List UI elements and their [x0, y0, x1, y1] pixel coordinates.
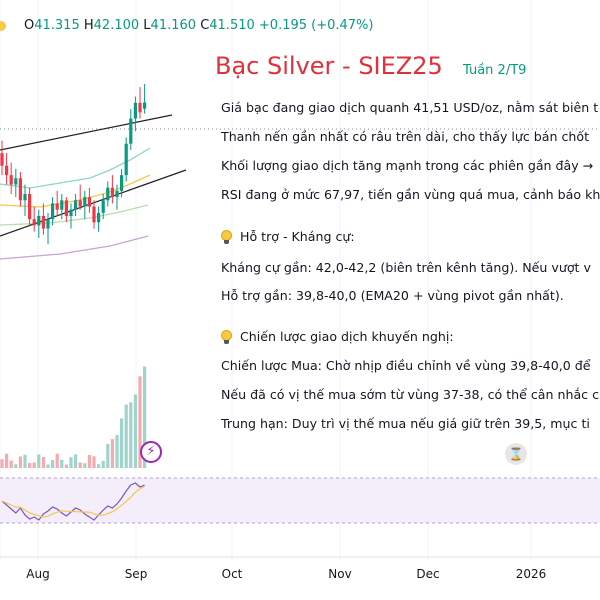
candlestick-series	[0, 84, 147, 245]
volume-bar	[0, 459, 4, 468]
candle-body	[97, 212, 101, 223]
symbol-status-icon	[0, 20, 6, 31]
volume-bar	[97, 464, 101, 468]
candle-body	[23, 194, 27, 201]
candle-body	[14, 178, 18, 185]
ema-mid-line	[0, 174, 151, 208]
volume-bar	[115, 434, 119, 468]
x-axis: Aug Sep Oct Nov Dec 2026	[0, 556, 600, 581]
close-value: 41.510	[209, 18, 255, 33]
open-label: O	[24, 18, 35, 33]
volume-bar	[124, 404, 128, 468]
candle-body	[69, 209, 73, 216]
volume-bar	[143, 366, 147, 468]
candle-body	[120, 175, 124, 191]
candle-body	[92, 206, 96, 223]
volume-bar	[101, 460, 105, 468]
volume-bar	[110, 439, 114, 468]
volume-bars	[0, 366, 147, 468]
candle-body	[64, 200, 68, 216]
low-value: 41.160	[150, 18, 197, 33]
candle-body	[74, 200, 78, 210]
x-tick-label: Nov	[328, 567, 351, 581]
candle-body	[5, 165, 9, 176]
lightning-bolt-icon[interactable]: ⚡	[140, 441, 162, 463]
volume-bar	[92, 456, 96, 468]
volume-bar	[129, 402, 133, 468]
open-value: 41.315	[34, 18, 80, 33]
high-label: H	[83, 18, 94, 33]
candle-body	[46, 219, 50, 229]
volume-bar	[37, 454, 41, 468]
volume-bar	[106, 443, 110, 468]
candle-body	[0, 153, 4, 166]
candle-body	[9, 175, 13, 185]
candle-body	[143, 102, 147, 109]
candle-body	[83, 197, 87, 207]
trend-channel	[0, 114, 187, 237]
candle-body	[18, 178, 22, 201]
rsi-panel	[0, 477, 600, 524]
rsi-ma-line	[1, 485, 145, 518]
x-tick-label: Sep	[125, 567, 148, 581]
chart-grid	[0, 0, 532, 560]
volume-bar	[5, 453, 9, 468]
candle-body	[32, 219, 36, 226]
candle-body	[101, 200, 105, 213]
candle-body	[55, 203, 59, 210]
rsi-band	[0, 478, 600, 523]
rsi-line	[1, 482, 145, 521]
volume-bar	[46, 464, 50, 468]
volume-bar	[9, 460, 13, 468]
close-label: C	[200, 18, 210, 33]
candle-body	[28, 194, 32, 220]
candle-body	[60, 200, 64, 210]
ema-long-line	[0, 235, 149, 260]
channel-upper-line	[0, 114, 173, 151]
candle-body	[87, 197, 91, 207]
volume-bar	[32, 462, 36, 468]
low-label: L	[143, 18, 151, 33]
volume-bar	[74, 454, 78, 468]
volume-bar	[133, 394, 137, 468]
candle-body	[124, 143, 128, 176]
volume-bar	[138, 376, 142, 468]
ohlc-legend: O41.315 H42.100 L41.160 C41.510 +0.195 (…	[0, 18, 373, 33]
x-tick-label: Aug	[26, 567, 49, 581]
candle-body	[51, 203, 55, 220]
volume-bar	[120, 418, 124, 468]
volume-bar	[87, 454, 91, 468]
x-tick-label: Dec	[416, 567, 439, 581]
candle-body	[41, 216, 45, 229]
candle-body	[138, 102, 142, 113]
candle-body	[78, 200, 82, 207]
candle-body	[115, 190, 119, 198]
candle-body	[129, 118, 133, 144]
volume-bar	[41, 457, 45, 468]
volume-bar	[55, 453, 59, 468]
volume-bar	[14, 464, 18, 468]
volume-bar	[18, 456, 22, 468]
high-value: 42.100	[93, 18, 140, 33]
volume-bar	[64, 464, 68, 468]
volume-bar	[23, 454, 27, 468]
volume-bar	[51, 460, 55, 468]
candle-body	[133, 102, 137, 119]
volume-bar	[83, 463, 87, 468]
candle-body	[106, 187, 110, 201]
change-value: +0.195 (+0.47%)	[258, 18, 374, 33]
x-tick-label: 2026	[516, 567, 547, 581]
hourglass-icon[interactable]: ⌛	[505, 443, 527, 465]
volume-bar	[69, 457, 73, 468]
channel-lower-line	[0, 169, 187, 237]
x-tick-label: Oct	[222, 567, 243, 581]
candle-body	[110, 187, 114, 198]
volume-bar	[28, 463, 32, 468]
candle-body	[37, 216, 41, 226]
volume-bar	[78, 462, 82, 468]
volume-bar	[60, 459, 64, 468]
